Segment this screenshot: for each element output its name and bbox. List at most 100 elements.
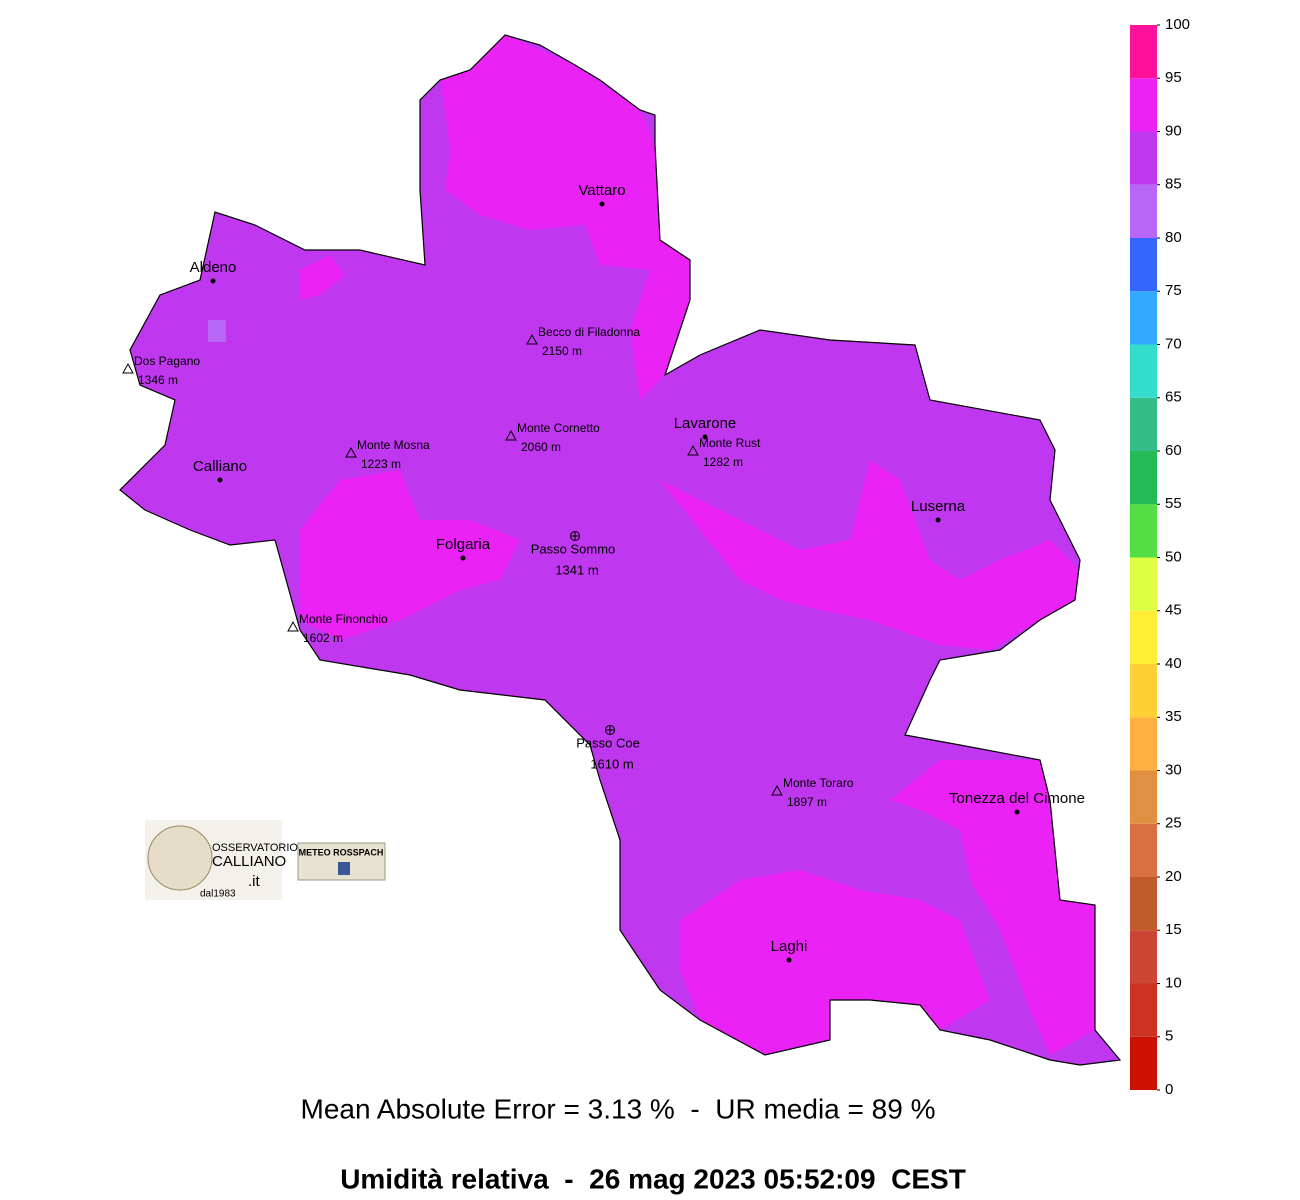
peak-marker <box>287 620 299 632</box>
peak-marker <box>122 362 134 374</box>
legend-tick-label: 10 <box>1165 974 1182 991</box>
town-label: Laghi <box>771 938 808 955</box>
peak-name: Dos Pagano <box>134 354 200 368</box>
legend-tick-label: 35 <box>1165 708 1182 725</box>
peak-elevation: 2060 m <box>521 440 561 454</box>
legend-tick-label: 40 <box>1165 655 1182 672</box>
peak-name: Monte Rust <box>699 436 761 450</box>
town-dot <box>460 555 466 561</box>
humidity-90-95 <box>300 470 520 640</box>
legend-swatch <box>1130 1036 1157 1090</box>
legend-swatch <box>1130 983 1157 1037</box>
legend-swatch <box>1130 930 1157 984</box>
peak-name: Monte Toraro <box>783 776 854 790</box>
humidity-90-95 <box>660 460 1080 650</box>
facebook-icon <box>338 862 350 875</box>
legend-tick-label: 100 <box>1165 16 1190 33</box>
legend-tick-label: 20 <box>1165 868 1182 885</box>
legend-tick-label: 15 <box>1165 921 1182 938</box>
legend-swatch <box>1130 451 1157 505</box>
legend-swatch <box>1130 131 1157 185</box>
map <box>119 34 1122 1066</box>
legend-swatch <box>1130 557 1157 611</box>
peak-marker <box>505 429 517 441</box>
legend-swatch <box>1130 823 1157 877</box>
legend-tick-label: 80 <box>1165 229 1182 246</box>
legend-swatch <box>1130 78 1157 132</box>
legend-swatch <box>1130 397 1157 451</box>
pass-name: Passo Coe <box>576 735 640 750</box>
humidity-90-95 <box>890 760 1095 1055</box>
pass-elevation: 1341 m <box>555 562 598 577</box>
legend-tick-label: 0 <box>1165 1081 1173 1098</box>
humidity-80-85 <box>208 320 226 342</box>
logo-text: CALLIANO <box>212 853 286 870</box>
humidity-90-95 <box>680 870 990 1055</box>
town-dot <box>1014 809 1020 815</box>
town-label: Folgaria <box>436 536 491 553</box>
peak-name: Monte Mosna <box>357 438 430 452</box>
map-title: Umidità relativa - 26 mag 2023 05:52:09 … <box>340 1163 966 1194</box>
humidity-90-95 <box>300 255 345 300</box>
peak-marker <box>771 784 783 796</box>
legend-tick-label: 55 <box>1165 495 1182 512</box>
pass-cross <box>605 725 615 735</box>
logo-text: METEO ROSSPACH <box>299 847 384 857</box>
legend-swatch <box>1130 717 1157 771</box>
logo-text: OSSERVATORIO <box>212 842 298 854</box>
peak-elevation: 1346 m <box>138 373 178 387</box>
map-outline <box>119 34 1122 1066</box>
town-dot <box>702 434 708 440</box>
legend-tick-label: 45 <box>1165 602 1182 619</box>
logo-compass <box>147 825 213 891</box>
town-dot <box>217 477 223 483</box>
legend-tick-label: 30 <box>1165 761 1182 778</box>
legend-swatch <box>1130 504 1157 558</box>
town-label: Vattaro <box>578 182 625 199</box>
town-dot <box>786 957 792 963</box>
legend-swatch <box>1130 184 1157 238</box>
legend-tick-label: 85 <box>1165 176 1182 193</box>
legend-tick-label: 60 <box>1165 442 1182 459</box>
pass-elevation: 1610 m <box>590 756 633 771</box>
logo-text: .it <box>248 873 261 890</box>
legend-tick-label: 75 <box>1165 282 1182 299</box>
peak-elevation: 1223 m <box>361 457 401 471</box>
town-label: Calliano <box>193 458 247 475</box>
peak-elevation: 1602 m <box>303 631 343 645</box>
peak-marker <box>526 333 538 345</box>
legend-tick-label: 5 <box>1165 1028 1173 1045</box>
humidity-90-95 <box>440 35 690 400</box>
legend-tick-label: 90 <box>1165 122 1182 139</box>
legend-swatch <box>1130 25 1157 79</box>
peak-elevation: 1897 m <box>787 795 827 809</box>
town-label: Tonezza del Cimone <box>949 790 1085 807</box>
pass-name: Passo Sommo <box>531 541 616 556</box>
legend-swatch <box>1130 770 1157 824</box>
legend-tick-label: 50 <box>1165 548 1182 565</box>
legend-swatch <box>1130 664 1157 718</box>
legend-swatch <box>1130 291 1157 345</box>
peak-elevation: 2150 m <box>542 344 582 358</box>
town-label: Luserna <box>911 498 966 515</box>
legend-swatch <box>1130 344 1157 398</box>
legend-swatch <box>1130 238 1157 292</box>
legend-swatch <box>1130 877 1157 931</box>
logo-text: dal1983 <box>200 889 236 900</box>
stats-line: Mean Absolute Error = 3.13 % - UR media … <box>301 1093 936 1124</box>
peak-elevation: 1282 m <box>703 455 743 469</box>
legend-tick-label: 25 <box>1165 815 1182 832</box>
humidity-85-90 <box>120 35 1120 1065</box>
town-dot <box>599 201 605 207</box>
peak-name: Monte Finonchio <box>299 612 388 626</box>
legend-tick-label: 70 <box>1165 335 1182 352</box>
legend-tick-label: 95 <box>1165 69 1182 86</box>
legend-swatch <box>1130 610 1157 664</box>
town-label: Lavarone <box>674 415 737 432</box>
peak-name: Becco di Filadonna <box>538 325 640 339</box>
peak-marker <box>345 446 357 458</box>
town-dot <box>935 517 941 523</box>
town-label: Aldeno <box>190 259 237 276</box>
legend-tick-label: 65 <box>1165 389 1182 406</box>
